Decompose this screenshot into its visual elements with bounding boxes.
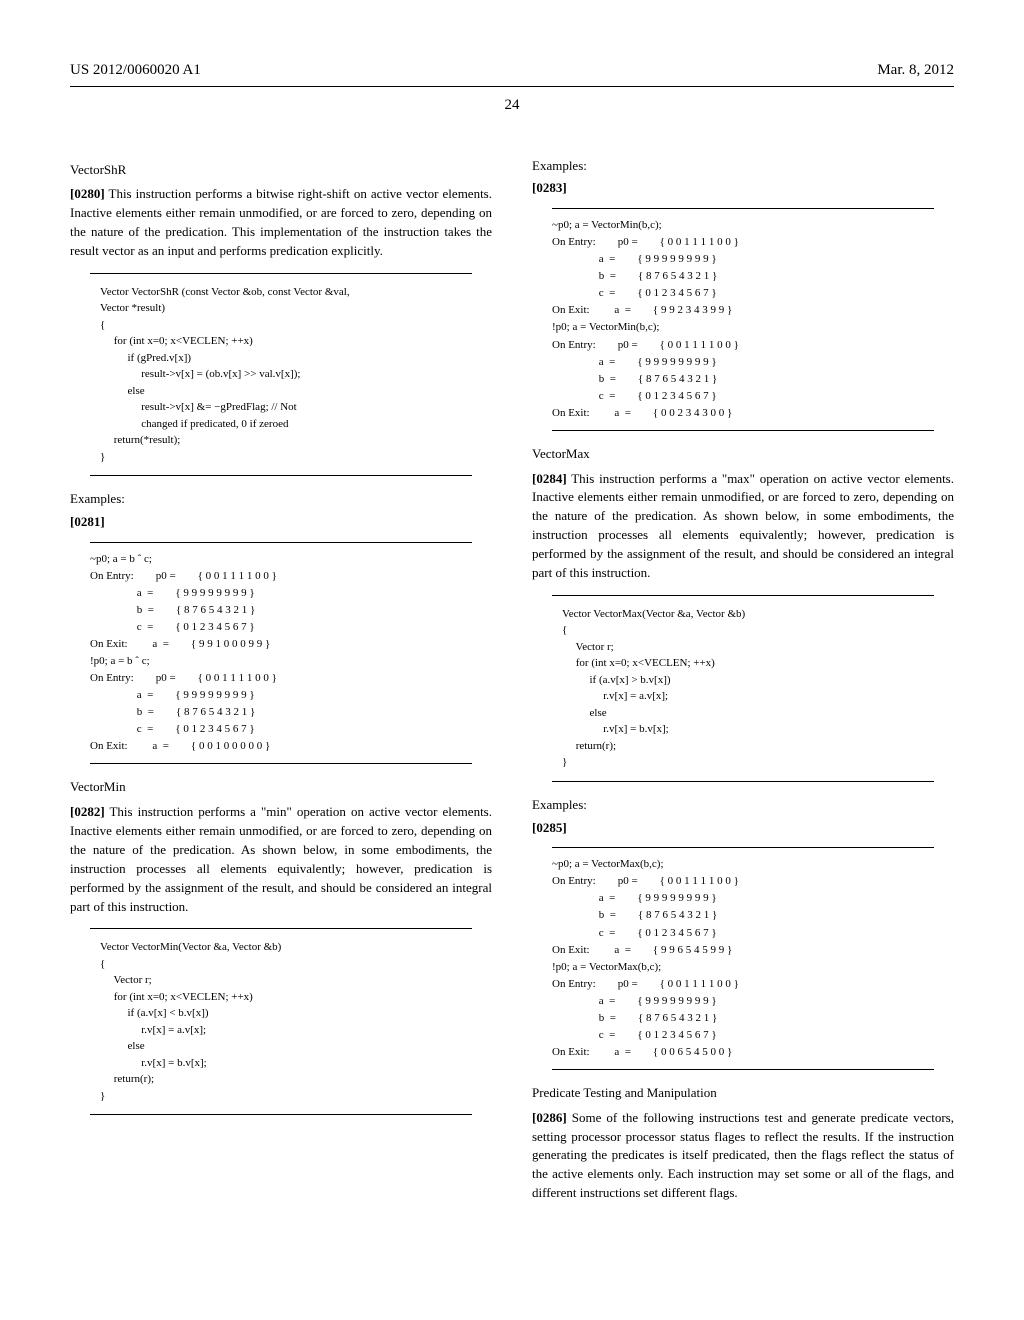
publication-number: US 2012/0060020 A1 [70,60,201,82]
para-0281: [0281] [70,513,492,532]
para-num-0281: [0281] [70,514,105,529]
example-table-shr: ~p0; a = b ˆ c; On Entry: p0 = { 0 0 1 1… [90,542,472,765]
para-0286: [0286] Some of the following instruction… [532,1109,954,1203]
para-0282: [0282] This instruction performs a "min"… [70,803,492,916]
page-header: US 2012/0060020 A1 Mar. 8, 2012 [70,60,954,82]
para-num-0286: [0286] [532,1110,567,1125]
section-title-vectormax: VectorMax [532,445,954,464]
page: US 2012/0060020 A1 Mar. 8, 2012 24 Vecto… [0,0,1024,1320]
para-0284: [0284] This instruction performs a "max"… [532,470,954,583]
para-num-0285: [0285] [532,820,567,835]
page-number: 24 [70,95,954,117]
code-vectorshr: Vector VectorShR (const Vector &ob, cons… [90,273,472,477]
para-0280-text: This instruction performs a bitwise righ… [70,186,492,258]
columns: VectorShR [0280] This instruction perfor… [70,147,954,1213]
right-column: Examples: [0283] ~p0; a = VectorMin(b,c)… [532,147,954,1213]
examples-label-1l: Examples: [70,490,492,509]
para-0284-text: This instruction performs a "max" operat… [532,471,954,580]
example-table-max: ~p0; a = VectorMax(b,c); On Entry: p0 = … [552,847,934,1070]
para-num-0284: [0284] [532,471,567,486]
para-0283: [0283] [532,179,954,198]
para-0280: [0280] This instruction performs a bitwi… [70,185,492,260]
para-0282-text: This instruction performs a "min" operat… [70,804,492,913]
example-table-min: ~p0; a = VectorMin(b,c); On Entry: p0 = … [552,208,934,431]
para-num-0280: [0280] [70,186,105,201]
para-num-0283: [0283] [532,180,567,195]
para-0285: [0285] [532,819,954,838]
examples-label-2r: Examples: [532,796,954,815]
left-column: VectorShR [0280] This instruction perfor… [70,147,492,1213]
para-num-0282: [0282] [70,804,105,819]
section-title-vectorshr: VectorShR [70,161,492,180]
para-0286-text: Some of the following instructions test … [532,1110,954,1200]
section-title-predicate: Predicate Testing and Manipulation [532,1084,954,1103]
code-vectormax: Vector VectorMax(Vector &a, Vector &b) {… [552,595,934,782]
publication-date: Mar. 8, 2012 [877,60,954,82]
examples-label-1r: Examples: [532,157,954,176]
section-title-vectormin: VectorMin [70,778,492,797]
header-rule [70,86,954,87]
code-vectormin: Vector VectorMin(Vector &a, Vector &b) {… [90,928,472,1115]
